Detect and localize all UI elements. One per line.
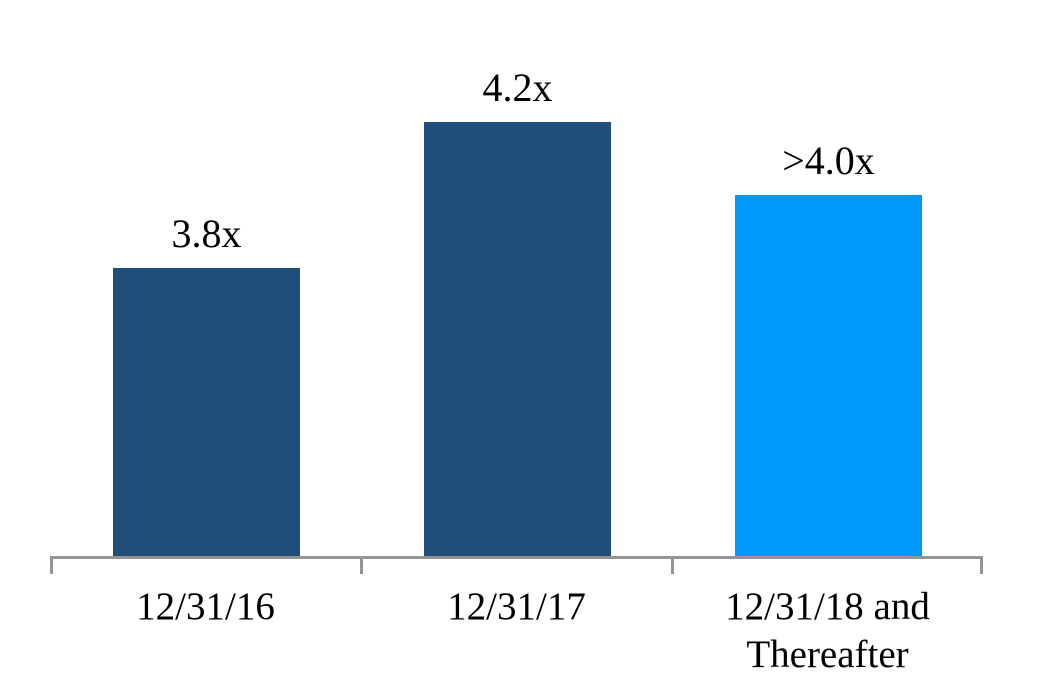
bar-group-12-31-17: 4.2x (424, 66, 611, 558)
bar-12-31-17 (424, 122, 611, 558)
bar-group-12-31-16: 3.8x (113, 212, 300, 558)
bar-group-12-31-18-and-thereafter: >4.0x (735, 139, 922, 558)
bar-value-label: >4.0x (782, 138, 875, 183)
x-axis-label-12-31-17: 12/31/17 (447, 585, 586, 628)
bar-12-31-16 (113, 268, 300, 558)
x-axis-tick (671, 556, 674, 574)
bar-value-label: 3.8x (171, 211, 242, 256)
x-axis-tick (980, 556, 983, 574)
bar-12-31-18-and-thereafter (735, 195, 922, 558)
x-axis-line (50, 556, 983, 559)
x-axis-label-12-31-18-and-thereafter: 12/31/18 and Thereafter (725, 585, 930, 676)
x-axis-tick (360, 556, 363, 574)
bar-value-label: 4.2x (482, 65, 553, 110)
x-axis-label-12-31-16: 12/31/16 (136, 585, 275, 628)
x-axis-tick (50, 556, 53, 574)
